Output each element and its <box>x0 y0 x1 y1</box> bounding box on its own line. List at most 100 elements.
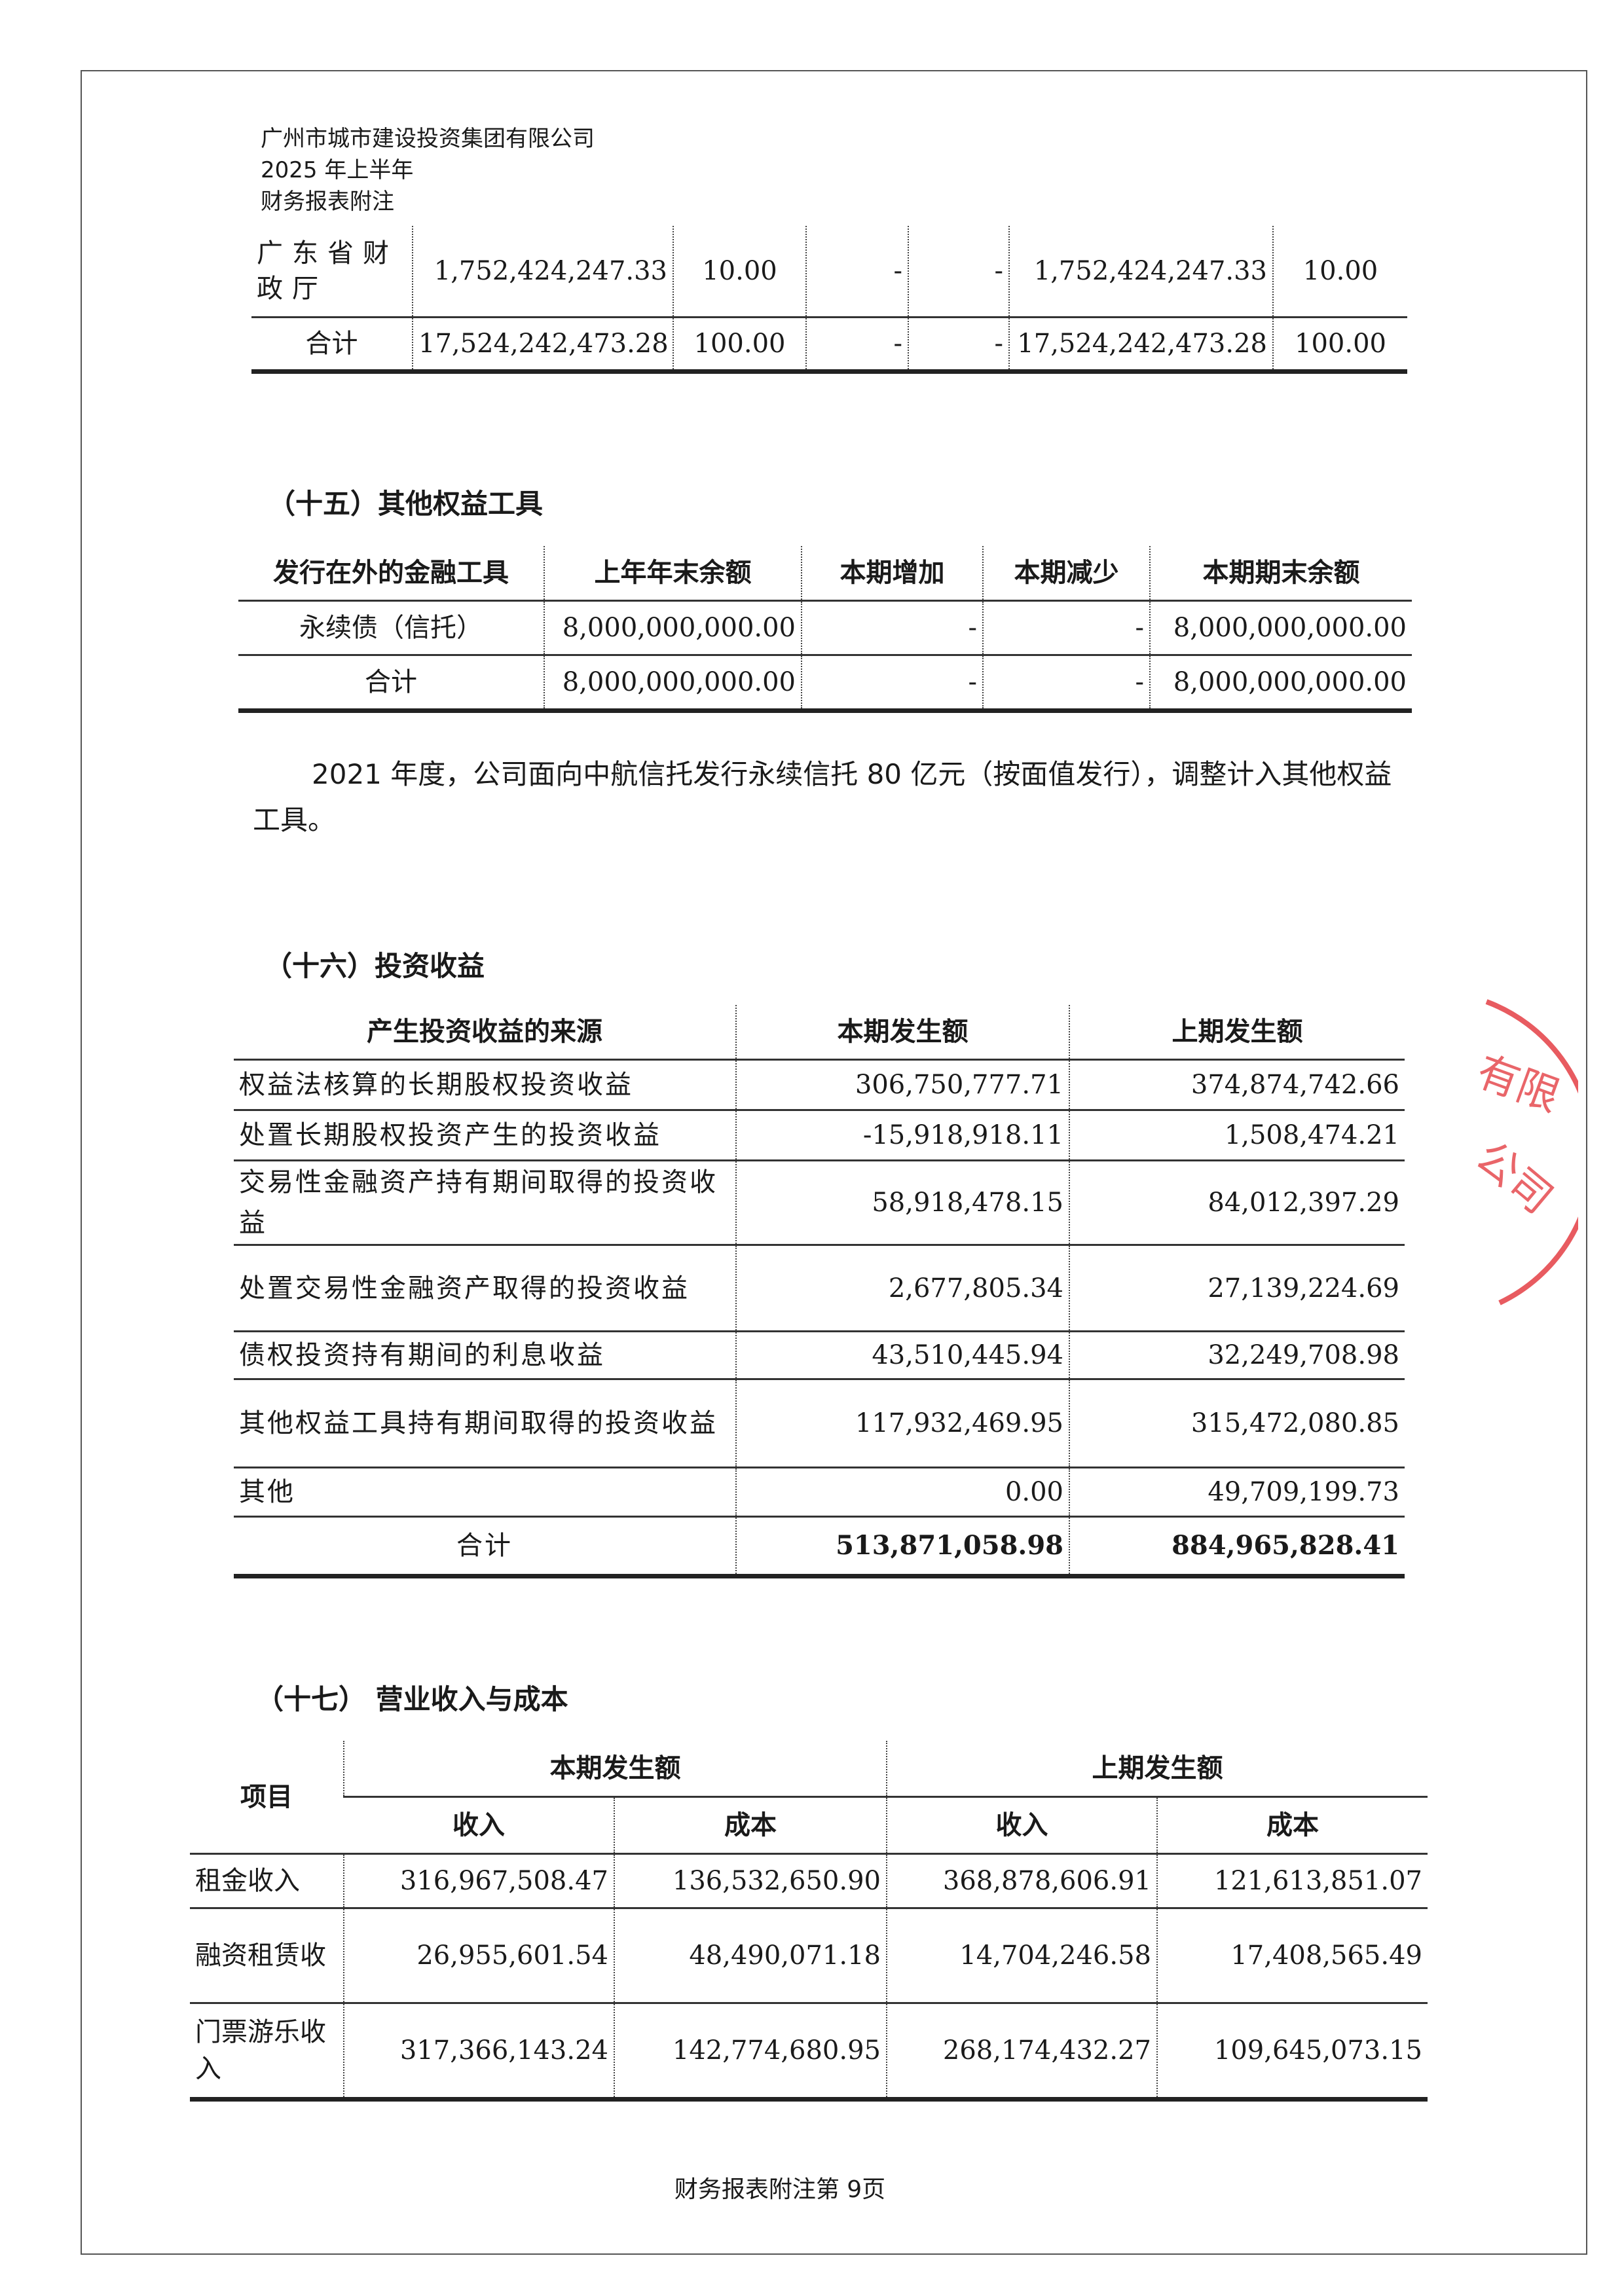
cell: 48,490,071.18 <box>614 1908 887 2004</box>
column-header: 产生投资收益的来源 <box>234 1005 736 1061</box>
cell: 109,645,073.15 <box>1156 2003 1428 2102</box>
cell: 884,965,828.41 <box>1069 1516 1405 1578</box>
column-header-income: 收入 <box>886 1796 1157 1855</box>
table-row: 永续债（信托） 8,000,000,000.00- -8,000,000,000.0… <box>238 600 1412 656</box>
cell: 1,508,474.21 <box>1069 1110 1405 1161</box>
table-row: 收入 成本 收入 成本 <box>190 1796 1428 1855</box>
cell: 374,874,742.66 <box>1069 1059 1405 1111</box>
cell: 2,677,805.34 <box>735 1245 1069 1332</box>
column-header: 本期发生额 <box>735 1005 1069 1061</box>
row-label: 其他权益工具持有期间取得的投资收益 <box>234 1379 736 1468</box>
report-period: 2025 年上半年 <box>261 157 414 183</box>
cell: 268,174,432.27 <box>886 2003 1157 2102</box>
investment-income-table: 产生投资收益的来源 本期发生额 上期发生额 权益法核算的长期股权投资收益 306,750… <box>234 1005 1405 1578</box>
page-border <box>81 70 1587 2255</box>
svg-text:有限: 有限 <box>1471 1048 1566 1121</box>
table-row: 处置交易性金融资产取得的投资收益 2,677,805.34 27,139,224.6… <box>234 1245 1405 1332</box>
row-label: 交易性金融资产持有期间取得的投资收益 <box>234 1160 736 1246</box>
cell: 17,524,242,473.28 <box>1008 317 1273 374</box>
cell: - <box>982 600 1150 656</box>
cell: 317,366,143.24 <box>343 2003 614 2102</box>
row-label: 其他 <box>234 1467 736 1518</box>
row-label: 权益法核算的长期股权投资收益 <box>234 1059 736 1111</box>
table-row: 发行在外的金融工具 上年年末余额 本期增加 本期减少 本期期末余额 <box>238 546 1412 602</box>
cell: 10.00 <box>1272 226 1407 318</box>
cell: 100.00 <box>673 317 806 374</box>
cell: 27,139,224.69 <box>1069 1245 1405 1332</box>
cell: 315,472,080.85 <box>1069 1379 1405 1468</box>
cell: - <box>982 655 1150 713</box>
cell: 17,524,242,473.28 <box>412 317 673 374</box>
cell: 14,704,246.58 <box>886 1908 1157 2004</box>
table-row: 债权投资持有期间的利息收益 43,510,445.94 32,249,708.98 <box>234 1331 1405 1380</box>
table-row: 其他 0.00 49,709,199.73 <box>234 1467 1405 1518</box>
table-row: 处置长期股权投资产生的投资收益 -15,918,918.11 1,508,474.2… <box>234 1110 1405 1161</box>
table-row: 交易性金融资产持有期间取得的投资收益 58,918,478.15 84,012,39… <box>234 1160 1405 1246</box>
cell: 84,012,397.29 <box>1069 1160 1405 1246</box>
cell: 8,000,000,000.00 <box>1149 655 1412 713</box>
column-header-income: 收入 <box>344 1796 614 1855</box>
table-row: 产生投资收益的来源 本期发生额 上期发生额 <box>234 1005 1405 1061</box>
revenue-cost-table: 项目 本期发生额 上期发生额 收入 成本 收入 成本 租金收入 316,967,508.47 13… <box>190 1741 1428 2102</box>
row-label: 债权投资持有期间的利息收益 <box>234 1331 736 1380</box>
cell: - <box>801 600 983 656</box>
section-15-title: （十五）其他权益工具 <box>268 488 544 520</box>
cell: 316,967,508.47 <box>343 1853 614 1909</box>
row-label: 合计 <box>251 317 413 374</box>
company-name: 广州市城市建设投资集团有限公司 <box>261 126 595 152</box>
cell: 306,750,777.71 <box>735 1059 1069 1111</box>
cell: - <box>908 226 1009 318</box>
row-label: 广东省财政厅 <box>251 226 413 318</box>
cell: 0.00 <box>735 1467 1069 1518</box>
cell: 8,000,000,000.00 <box>544 600 802 656</box>
cell: 1,752,424,247.33 <box>1008 226 1273 318</box>
table-row: 项目 本期发生额 上期发生额 <box>190 1741 1428 1855</box>
section-15-note: 2021 年度，公司面向中航信托发行永续信托 80 亿元（按面值发行），调整计入… <box>253 758 1392 836</box>
column-header-cost: 成本 <box>614 1796 887 1855</box>
cell: 136,532,650.90 <box>614 1853 887 1909</box>
cell: 43,510,445.94 <box>735 1331 1069 1380</box>
column-header-previous: 上期发生额 <box>886 1741 1428 1798</box>
table-row: 合计 8,000,000,000.00- -8,000,000,000.00 <box>238 655 1412 713</box>
cell: 142,774,680.95 <box>614 2003 887 2102</box>
row-label: 合计 <box>238 655 544 713</box>
row-label: 处置长期股权投资产生的投资收益 <box>234 1110 736 1161</box>
cell: 513,871,058.98 <box>735 1516 1069 1578</box>
section-17-title: （十七） 营业收入与成本 <box>256 1683 568 1715</box>
cell: 58,918,478.15 <box>735 1160 1069 1246</box>
column-header-current: 本期发生额 <box>343 1741 887 1798</box>
column-header: 发行在外的金融工具 <box>238 546 544 602</box>
other-equity-table: 发行在外的金融工具 上年年末余额 本期增加 本期减少 本期期末余额 永续债（信托） 8,00… <box>238 546 1412 713</box>
column-header: 本期期末余额 <box>1149 546 1412 602</box>
table-row: 门票游乐收入 317,366,143.24 142,774,680.95 268,17… <box>190 2003 1428 2102</box>
table-row: 权益法核算的长期股权投资收益 306,750,777.71 374,874,742.… <box>234 1059 1405 1111</box>
cell: 8,000,000,000.00 <box>544 655 802 713</box>
cell: 117,932,469.95 <box>735 1379 1069 1468</box>
column-header: 上年年末余额 <box>544 546 802 602</box>
column-header: 本期增加 <box>801 546 983 602</box>
column-header: 本期减少 <box>982 546 1150 602</box>
page-footer: 财务报表附注第 9页 <box>674 2176 886 2203</box>
row-label: 融资租赁收 <box>190 1908 344 2004</box>
table-row: 合计 513,871,058.98 884,965,828.41 <box>234 1516 1405 1578</box>
cell: 8,000,000,000.00 <box>1149 600 1412 656</box>
column-header-item: 项目 <box>190 1741 344 1855</box>
cell: - <box>908 317 1009 374</box>
doc-title: 财务报表附注 <box>261 189 394 215</box>
table-row: 融资租赁收 26,955,601.54 48,490,071.18 14,704,24… <box>190 1908 1428 2004</box>
cell: 121,613,851.07 <box>1156 1853 1428 1909</box>
company-seal: 有限 公司 <box>1466 999 1578 1305</box>
cell: 49,709,199.73 <box>1069 1467 1405 1518</box>
table-row: 其他权益工具持有期间取得的投资收益 117,932,469.95 315,472,0… <box>234 1379 1405 1468</box>
table-row: 租金收入 316,967,508.47 136,532,650.90 368,878,… <box>190 1853 1428 1909</box>
cell: 17,408,565.49 <box>1156 1908 1428 2004</box>
row-label: 门票游乐收入 <box>190 2003 344 2102</box>
row-label: 租金收入 <box>190 1853 344 1909</box>
table-row: 合计 17,524,242,473.28 100.00- -17,524,242,47… <box>251 317 1407 374</box>
cell: - <box>805 317 908 374</box>
cell: 10.00 <box>673 226 806 318</box>
column-header-cost: 成本 <box>1156 1796 1428 1855</box>
table-row: 广东省财政厅 1,752,424,247.33 10.00- -1,752,424,2… <box>251 226 1407 318</box>
row-label: 处置交易性金融资产取得的投资收益 <box>234 1245 736 1332</box>
row-label: 合计 <box>234 1516 736 1578</box>
